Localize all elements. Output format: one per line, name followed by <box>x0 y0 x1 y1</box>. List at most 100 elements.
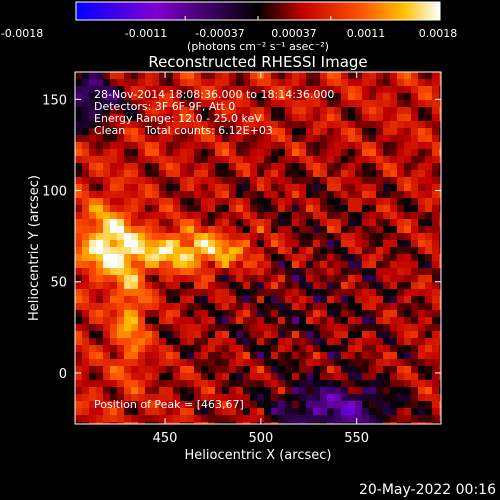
heatmap-cell <box>117 107 124 114</box>
heatmap-cell <box>292 289 299 296</box>
heatmap-cell <box>383 163 390 170</box>
heatmap-cell <box>75 268 82 275</box>
heatmap-cell <box>271 373 278 380</box>
heatmap-cell <box>285 331 292 338</box>
heatmap-cell <box>411 296 418 303</box>
heatmap-cell <box>96 373 103 380</box>
heatmap-cell <box>369 317 376 324</box>
heatmap-cell <box>131 408 138 415</box>
heatmap-cell <box>222 121 229 128</box>
heatmap-cell <box>257 310 264 317</box>
heatmap-cell <box>313 233 320 240</box>
heatmap-cell <box>89 177 96 184</box>
heatmap-cell <box>257 338 264 345</box>
heatmap-cell <box>110 149 117 156</box>
heatmap-cell <box>257 408 264 415</box>
heatmap-cell <box>327 303 334 310</box>
heatmap-cell <box>271 338 278 345</box>
heatmap-cell <box>152 261 159 268</box>
heatmap-cell <box>320 359 327 366</box>
heatmap-cell <box>341 352 348 359</box>
heatmap-cell <box>145 191 152 198</box>
heatmap-cell <box>432 100 439 107</box>
heatmap-cell <box>257 345 264 352</box>
heatmap-cell <box>320 219 327 226</box>
heatmap-cell <box>285 226 292 233</box>
heatmap-cell <box>334 310 341 317</box>
heatmap-cell <box>124 289 131 296</box>
heatmap-cell <box>96 240 103 247</box>
heatmap-cell <box>397 394 404 401</box>
heatmap-cell <box>425 142 432 149</box>
heatmap-cell <box>124 107 131 114</box>
heatmap-cell <box>348 128 355 135</box>
heatmap-cell <box>348 86 355 93</box>
heatmap-cell <box>222 114 229 121</box>
heatmap-cell <box>96 261 103 268</box>
heatmap-cell <box>215 226 222 233</box>
heatmap-cell <box>264 338 271 345</box>
heatmap-cell <box>327 296 334 303</box>
heatmap-cell <box>250 156 257 163</box>
heatmap-cell <box>383 184 390 191</box>
heatmap-cell <box>222 226 229 233</box>
heatmap-cell <box>341 317 348 324</box>
heatmap-cell <box>145 401 152 408</box>
heatmap-cell <box>138 128 145 135</box>
heatmap-cell <box>152 387 159 394</box>
heatmap-cell <box>306 345 313 352</box>
heatmap-cell <box>320 184 327 191</box>
heatmap-cell <box>229 422 236 424</box>
heatmap-cell <box>383 296 390 303</box>
heatmap-cell <box>397 156 404 163</box>
heatmap-cell <box>82 72 89 79</box>
heatmap-cell <box>341 401 348 408</box>
heatmap-cell <box>432 317 439 324</box>
heatmap-cell <box>257 79 264 86</box>
heatmap-cell <box>222 324 229 331</box>
heatmap-cell <box>152 79 159 86</box>
heatmap-cell <box>236 212 243 219</box>
heatmap-cell <box>243 289 250 296</box>
heatmap-cell <box>425 289 432 296</box>
heatmap-cell <box>222 212 229 219</box>
heatmap-cell <box>369 338 376 345</box>
heatmap-cell <box>173 135 180 142</box>
heatmap-cell <box>341 142 348 149</box>
heatmap-cell <box>166 86 173 93</box>
heatmap-cell <box>313 408 320 415</box>
heatmap-cell <box>103 296 110 303</box>
heatmap-cell <box>348 331 355 338</box>
heatmap-cell <box>159 422 166 424</box>
heatmap-cell <box>411 422 418 424</box>
heatmap-cell <box>201 198 208 205</box>
heatmap-cell <box>320 107 327 114</box>
heatmap-cell <box>404 149 411 156</box>
heatmap-cell <box>292 366 299 373</box>
heatmap-cell <box>110 401 117 408</box>
heatmap-cell <box>271 233 278 240</box>
heatmap-cell <box>404 72 411 79</box>
heatmap-cell <box>82 415 89 422</box>
heatmap-cell <box>180 394 187 401</box>
heatmap-cell <box>348 219 355 226</box>
heatmap-cell <box>110 219 117 226</box>
heatmap-cell <box>229 401 236 408</box>
heatmap-cell <box>362 352 369 359</box>
heatmap-cell <box>376 289 383 296</box>
heatmap-cell <box>243 114 250 121</box>
heatmap-cell <box>292 422 299 424</box>
heatmap-cell <box>187 93 194 100</box>
heatmap-cell <box>145 359 152 366</box>
heatmap-cell <box>432 142 439 149</box>
heatmap-cell <box>292 163 299 170</box>
heatmap-cell <box>131 401 138 408</box>
heatmap-cell <box>75 177 82 184</box>
heatmap-cell <box>96 156 103 163</box>
heatmap-cell <box>159 121 166 128</box>
heatmap-cell <box>243 387 250 394</box>
heatmap-cell <box>264 142 271 149</box>
x-tick-label: 450 <box>153 431 178 446</box>
heatmap-cell <box>334 275 341 282</box>
